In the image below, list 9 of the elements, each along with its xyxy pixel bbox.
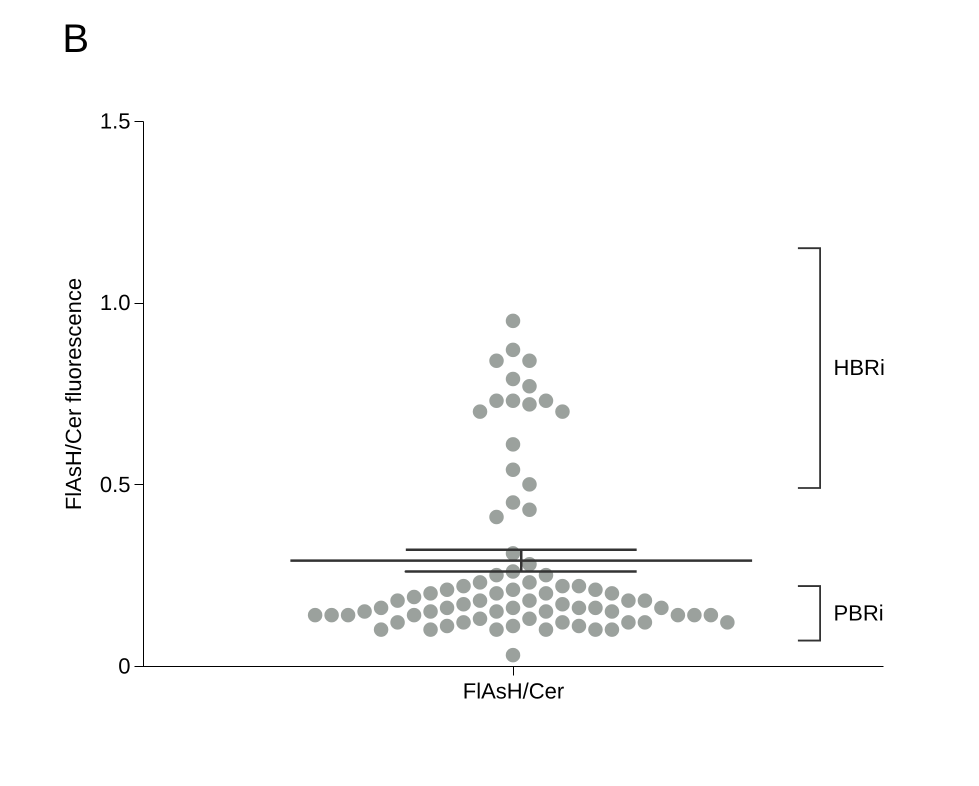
- y-tick-label: 0: [118, 654, 130, 678]
- y-tick-label: 0.5: [100, 472, 130, 497]
- x-tick-label: FlAsH/Cer: [462, 678, 564, 704]
- y-axis-title: FlAsH/Cer fluorescence: [60, 278, 86, 510]
- y-tick-label: 1.0: [100, 290, 130, 316]
- y-tick-label: 1.5: [100, 108, 130, 134]
- chart-title: B: [62, 17, 90, 61]
- text: HBRi: [834, 355, 885, 380]
- text: PBRi: [834, 600, 884, 626]
